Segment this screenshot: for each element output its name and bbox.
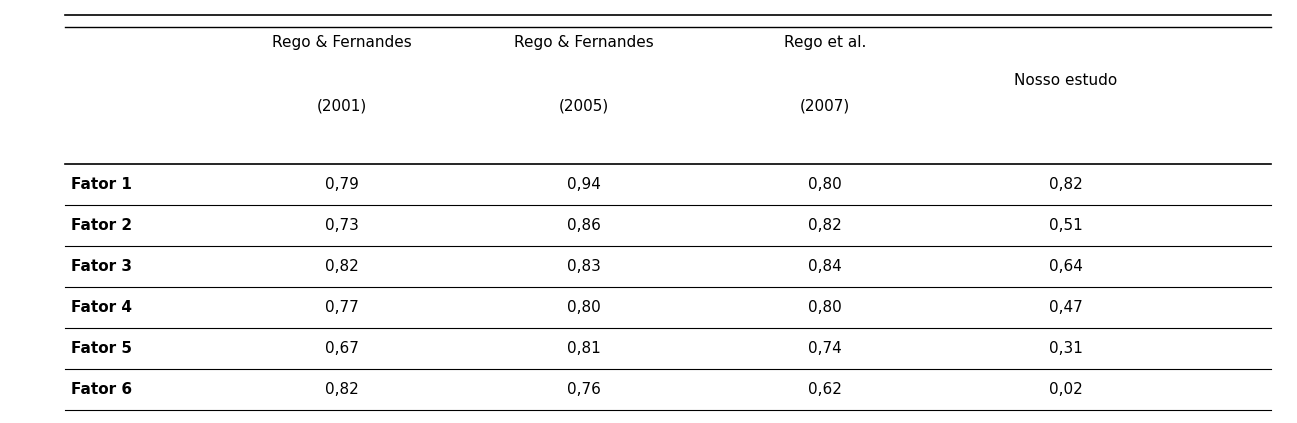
Text: Fator 2: Fator 2 — [71, 218, 132, 233]
Text: 0,73: 0,73 — [326, 218, 359, 233]
Text: Fator 1: Fator 1 — [71, 177, 132, 192]
Text: 0,80: 0,80 — [808, 300, 842, 315]
Text: 0,82: 0,82 — [326, 382, 359, 397]
Text: Nosso estudo: Nosso estudo — [1014, 73, 1118, 88]
Text: 0,47: 0,47 — [1049, 300, 1083, 315]
Text: 0,80: 0,80 — [808, 177, 842, 192]
Text: Fator 4: Fator 4 — [71, 300, 132, 315]
Text: Fator 5: Fator 5 — [71, 341, 132, 356]
Text: 0,76: 0,76 — [567, 382, 601, 397]
Text: 0,64: 0,64 — [1049, 259, 1083, 274]
Text: 0,67: 0,67 — [326, 341, 359, 356]
Text: 0,51: 0,51 — [1049, 218, 1083, 233]
Text: 0,79: 0,79 — [326, 177, 359, 192]
Text: 0,86: 0,86 — [567, 218, 601, 233]
Text: 0,82: 0,82 — [808, 218, 842, 233]
Text: 0,80: 0,80 — [567, 300, 601, 315]
Text: 0,82: 0,82 — [326, 259, 359, 274]
Text: 0,31: 0,31 — [1049, 341, 1083, 356]
Text: 0,62: 0,62 — [808, 382, 842, 397]
Text: (2005): (2005) — [559, 99, 608, 114]
Text: 0,94: 0,94 — [567, 177, 601, 192]
Text: Fator 3: Fator 3 — [71, 259, 132, 274]
Text: Rego & Fernandes: Rego & Fernandes — [514, 36, 654, 50]
Text: 0,74: 0,74 — [808, 341, 842, 356]
Text: Rego et al.: Rego et al. — [783, 36, 866, 50]
Text: 0,77: 0,77 — [326, 300, 359, 315]
Text: 0,02: 0,02 — [1049, 382, 1083, 397]
Text: 0,82: 0,82 — [1049, 177, 1083, 192]
Text: (2001): (2001) — [318, 99, 367, 114]
Text: 0,81: 0,81 — [567, 341, 601, 356]
Text: (2007): (2007) — [800, 99, 850, 114]
Text: 0,84: 0,84 — [808, 259, 842, 274]
Text: Fator 6: Fator 6 — [71, 382, 132, 397]
Text: Rego & Fernandes: Rego & Fernandes — [272, 36, 412, 50]
Text: 0,83: 0,83 — [567, 259, 601, 274]
